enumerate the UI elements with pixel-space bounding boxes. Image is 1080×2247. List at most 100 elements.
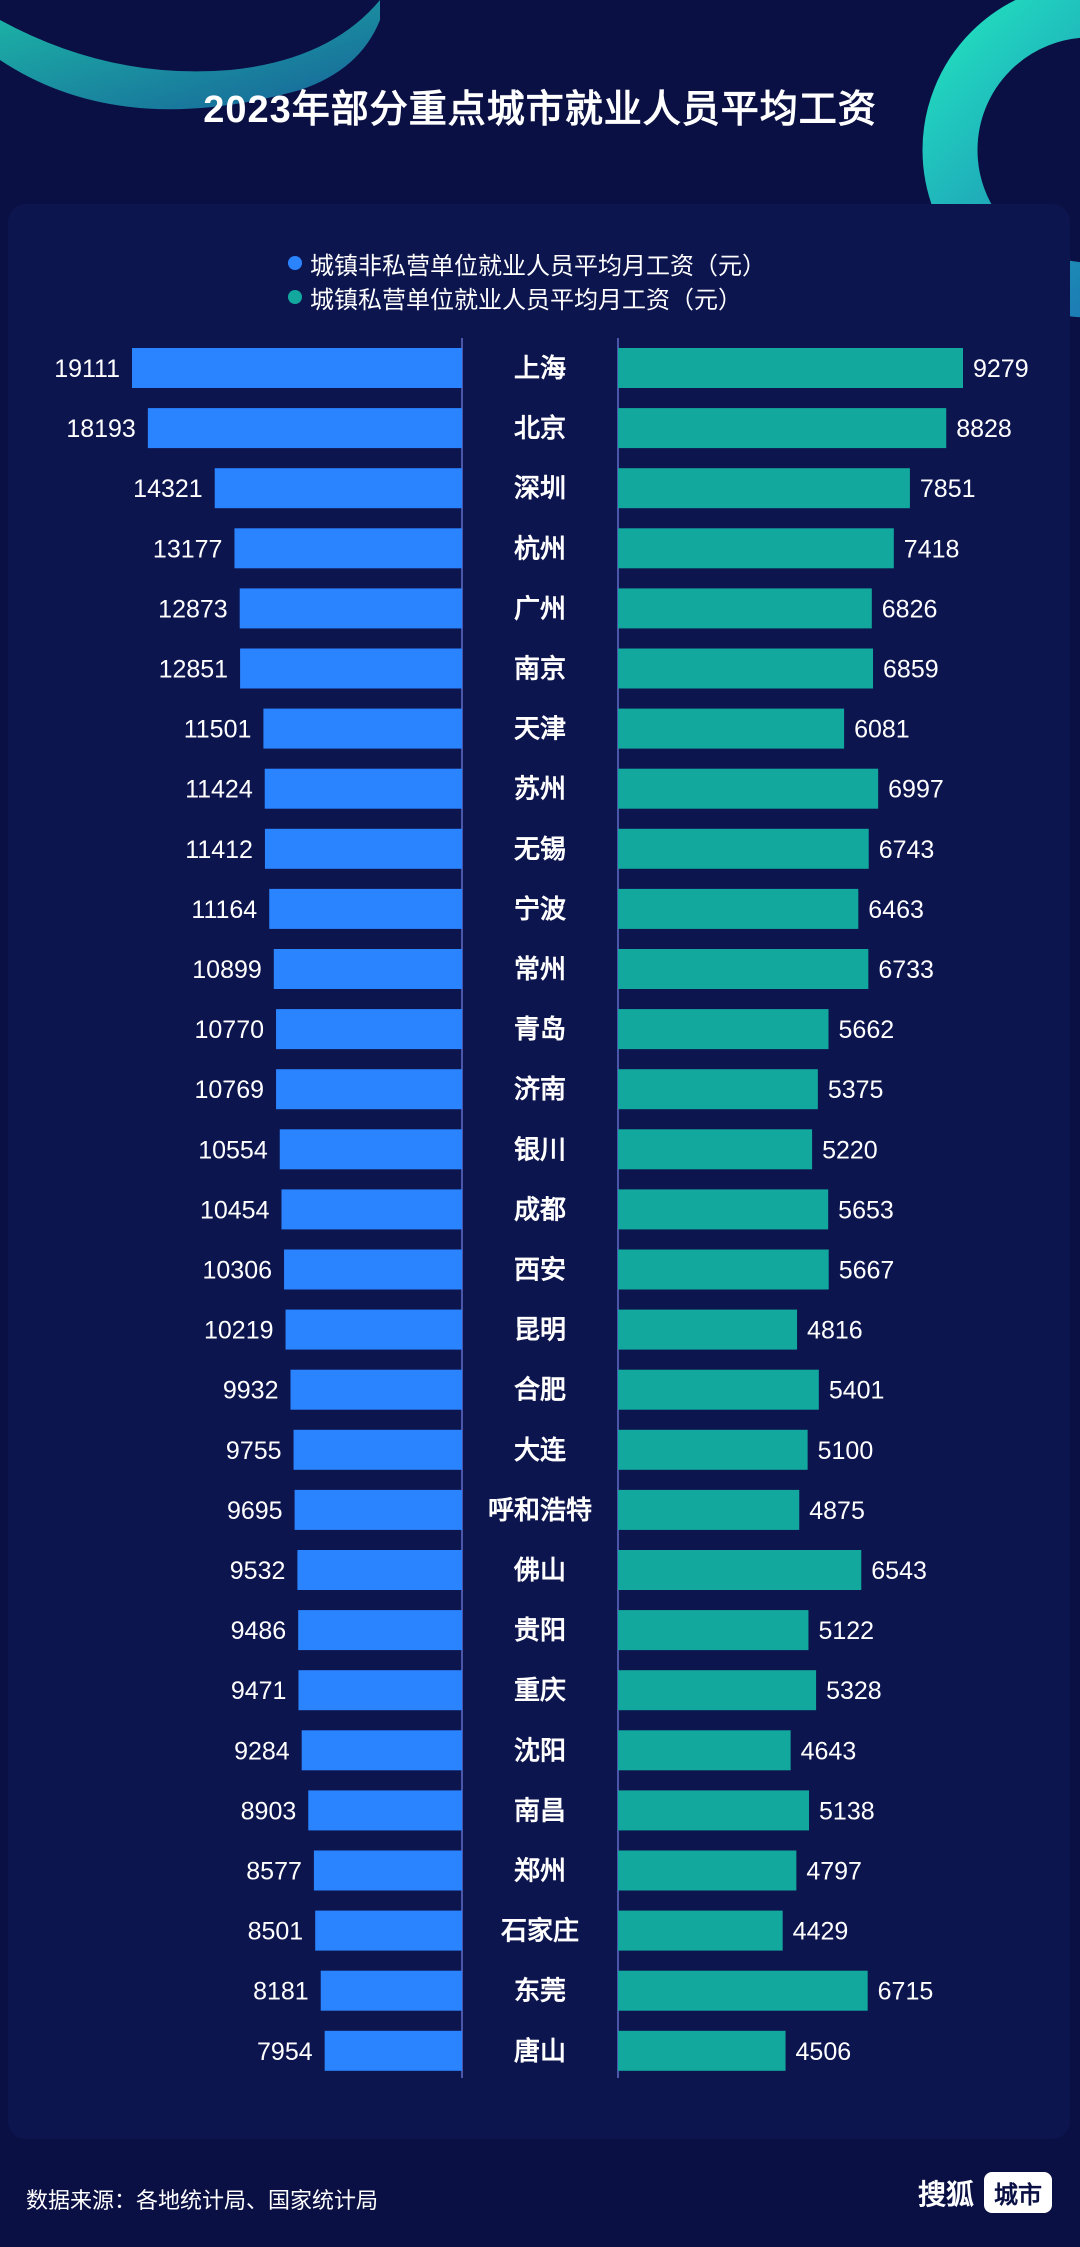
value-label-private: 6859 xyxy=(883,656,939,684)
bar-private xyxy=(618,1790,810,1831)
value-label-nonprivate: 7954 xyxy=(257,2038,313,2066)
bar-private xyxy=(618,949,869,989)
bar-nonprivate xyxy=(264,768,462,809)
city-label: 南京 xyxy=(514,654,566,684)
bar-nonprivate xyxy=(269,888,462,929)
value-label-private: 5328 xyxy=(826,1677,882,1705)
value-label-private: 4797 xyxy=(806,1858,862,1886)
value-label-private: 7851 xyxy=(920,475,976,503)
value-label-nonprivate: 11424 xyxy=(185,776,253,804)
value-label-private: 5662 xyxy=(839,1016,895,1044)
value-label-nonprivate: 9284 xyxy=(234,1737,290,1765)
value-label-private: 4875 xyxy=(809,1497,865,1525)
legend: 城镇非私营单位就业人员平均月工资（元） 城镇私营单位就业人员平均月工资（元） xyxy=(288,246,766,314)
value-label-nonprivate: 9755 xyxy=(226,1437,282,1465)
city-label: 青岛 xyxy=(514,1014,566,1044)
city-label: 常州 xyxy=(514,954,566,984)
legend-item-nonprivate: 城镇非私营单位就业人员平均月工资（元） xyxy=(288,246,766,280)
city-label: 佛山 xyxy=(513,1555,566,1585)
value-label-private: 6743 xyxy=(879,836,935,864)
value-label-private: 6463 xyxy=(868,896,924,924)
city-label: 呼和浩特 xyxy=(488,1495,592,1525)
bar-private xyxy=(618,1069,818,1110)
bar-private xyxy=(618,1489,800,1530)
value-label-nonprivate: 9486 xyxy=(231,1617,287,1645)
city-label: 郑州 xyxy=(514,1856,566,1886)
bar-private xyxy=(618,1910,783,1951)
bar-private xyxy=(618,1189,829,1230)
chart-panel xyxy=(8,204,1070,2139)
value-label-nonprivate: 8903 xyxy=(241,1797,297,1825)
bar-nonprivate xyxy=(297,1550,462,1590)
city-label: 北京 xyxy=(514,413,566,443)
city-label: 苏州 xyxy=(514,774,566,804)
value-label-nonprivate: 10554 xyxy=(198,1136,268,1164)
bar-nonprivate xyxy=(285,1309,462,1350)
value-label-nonprivate: 8501 xyxy=(248,1918,304,1946)
value-label-private: 4429 xyxy=(793,1918,849,1946)
bar-private xyxy=(618,588,872,629)
bar-nonprivate xyxy=(240,648,462,689)
data-source-note: 数据来源：各地统计局、国家统计局 xyxy=(26,2188,379,2213)
value-label-private: 5220 xyxy=(822,1136,878,1164)
city-label: 大连 xyxy=(514,1435,567,1465)
value-label-nonprivate: 11412 xyxy=(185,836,253,864)
value-label-private: 6081 xyxy=(854,716,910,744)
page-title: 2023年部分重点城市就业人员平均工资 xyxy=(203,89,877,131)
city-label: 西安 xyxy=(514,1255,566,1285)
bar-private xyxy=(618,708,845,749)
city-label: 银川 xyxy=(514,1134,566,1164)
bar-nonprivate xyxy=(313,1850,462,1891)
value-label-private: 5122 xyxy=(818,1617,874,1645)
city-label: 唐山 xyxy=(514,2036,566,2066)
bar-nonprivate xyxy=(308,1790,462,1831)
value-label-private: 4506 xyxy=(796,2038,852,2066)
city-label: 石家庄 xyxy=(500,1916,579,1946)
bar-private xyxy=(618,1429,808,1470)
bar-private xyxy=(618,768,879,809)
bar-private xyxy=(618,828,869,869)
bar-private xyxy=(618,1249,829,1290)
city-label: 杭州 xyxy=(514,533,566,563)
bar-nonprivate xyxy=(234,528,462,569)
bar-nonprivate xyxy=(279,1129,462,1170)
value-label-private: 5138 xyxy=(819,1797,875,1825)
legend-dot-private xyxy=(288,290,302,304)
bar-nonprivate xyxy=(273,949,462,989)
bar-nonprivate xyxy=(276,1009,462,1050)
bar-nonprivate xyxy=(239,588,462,629)
bar-private xyxy=(618,468,910,509)
value-label-nonprivate: 8577 xyxy=(246,1858,302,1886)
bar-nonprivate xyxy=(263,708,462,749)
bar-nonprivate xyxy=(281,1189,462,1230)
value-label-nonprivate: 13177 xyxy=(153,535,223,563)
bar-nonprivate xyxy=(301,1730,462,1771)
bar-private xyxy=(618,648,874,689)
bar-nonprivate xyxy=(298,1610,462,1651)
bar-private xyxy=(618,1670,817,1711)
value-label-private: 6733 xyxy=(878,956,934,984)
bar-private xyxy=(618,1129,813,1170)
value-label-private: 7418 xyxy=(904,535,960,563)
value-label-nonprivate: 12851 xyxy=(159,656,229,684)
city-label: 上海 xyxy=(514,353,566,383)
bar-nonprivate xyxy=(324,2030,462,2071)
city-label: 成都 xyxy=(514,1194,566,1224)
city-label: 无锡 xyxy=(514,834,566,864)
brand-badge: 城市 xyxy=(984,2172,1052,2213)
value-label-nonprivate: 10770 xyxy=(194,1016,264,1044)
value-label-private: 6826 xyxy=(882,595,938,623)
bar-nonprivate xyxy=(293,1429,462,1470)
city-label: 广州 xyxy=(514,593,566,623)
brand-logo: 搜狐 城市 xyxy=(918,2172,1052,2213)
city-label: 南昌 xyxy=(514,1795,566,1825)
bar-nonprivate xyxy=(320,1970,462,2011)
value-label-private: 5667 xyxy=(839,1257,895,1285)
bar-nonprivate xyxy=(315,1910,462,1951)
city-label: 宁波 xyxy=(514,894,567,924)
bar-nonprivate xyxy=(264,828,462,869)
value-label-private: 6997 xyxy=(888,776,944,804)
value-label-nonprivate: 10899 xyxy=(192,956,262,984)
value-label-private: 8828 xyxy=(956,415,1012,443)
